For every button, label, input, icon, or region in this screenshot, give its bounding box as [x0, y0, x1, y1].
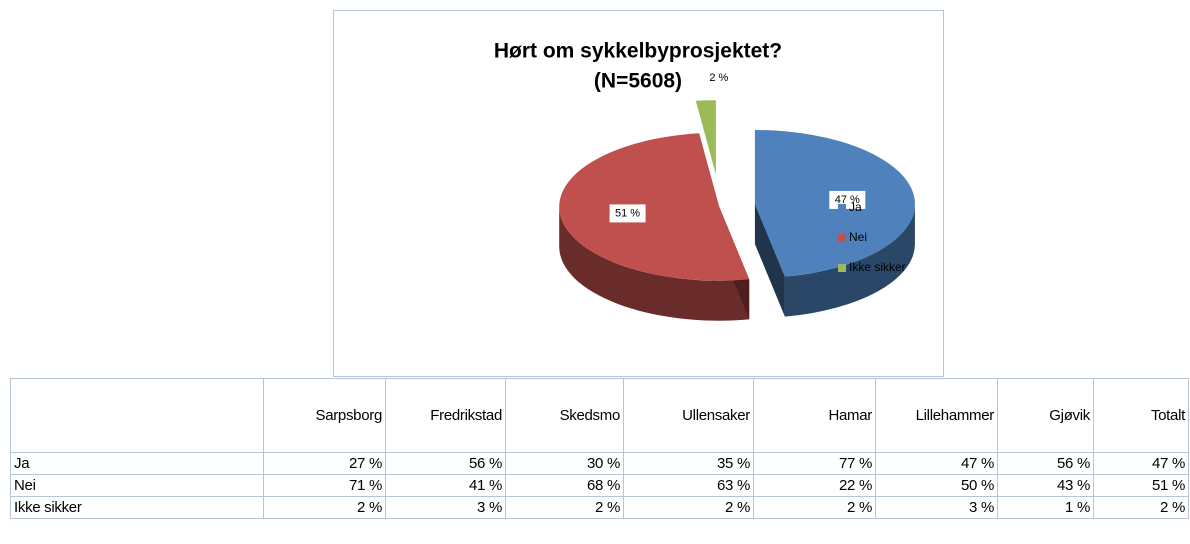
table-cell: Ja [10, 452, 264, 475]
table-cell: 2 % [623, 496, 754, 519]
table-cell: 30 % [505, 452, 624, 475]
chart: Hørt om sykkelbyprosjektet? (N=5608) 47 … [333, 10, 944, 377]
table-cell: 3 % [875, 496, 998, 519]
slice [559, 133, 750, 281]
table-cell: 27 % [263, 452, 386, 475]
legend-swatch [838, 264, 846, 272]
table-cell: 47 % [875, 452, 998, 475]
chart-title: Hørt om sykkelbyprosjektet? [494, 40, 782, 63]
data-label: 47 % [835, 194, 860, 206]
table-cell: 77 % [753, 452, 876, 475]
table-cell: 56 % [997, 452, 1094, 475]
table-cell: Sarpsborg [263, 378, 386, 453]
legend-label: Nei [849, 230, 867, 244]
data-label: 51 % [615, 207, 640, 219]
table-cell: Totalt [1093, 378, 1189, 453]
table-cell: Skedsmo [505, 378, 624, 453]
table-cell: 1 % [997, 496, 1094, 519]
slice [695, 100, 716, 175]
table-cell: 2 % [505, 496, 624, 519]
table-cell: 41 % [385, 474, 506, 497]
table-row: Nei 71 % 41 % 68 % 63 % 22 % 50 % 43 % 51 % [10, 474, 1189, 497]
slice-side [559, 206, 750, 321]
legend-swatch [838, 204, 846, 212]
table-cell: Gjøvik [997, 378, 1094, 453]
table-cell: Nei [10, 474, 264, 497]
table-cell: 2 % [1093, 496, 1189, 519]
table-row: Ja 27 % 56 % 30 % 35 % 77 % 47 % 56 % 47 % [10, 452, 1189, 475]
table-cell: Ikke sikker [10, 496, 264, 519]
table-cell: Hamar [753, 378, 876, 453]
table-cell: 63 % [623, 474, 754, 497]
table-cell: 3 % [385, 496, 506, 519]
legend-swatch [838, 234, 846, 242]
data-label: 2 % [709, 72, 728, 84]
table-cell [10, 378, 264, 453]
table-cell: 47 % [1093, 452, 1189, 475]
table-cell: 56 % [385, 452, 506, 475]
table-header: Sarpsborg Fredrikstad Skedsmo Ullensaker Ham… [10, 378, 1189, 453]
legend-label: Ja [849, 200, 862, 214]
slice-side [784, 203, 915, 317]
data-label-box [609, 204, 646, 223]
table-cell: 50 % [875, 474, 998, 497]
table-cell: 43 % [997, 474, 1094, 497]
table: Sarpsborg Fredrikstad Skedsmo Ullensaker Ham… [10, 378, 1189, 519]
slice-cut [754, 203, 785, 317]
table-row: Ikke sikker 2 % 3 % 2 % 2 % 2 % 3 % 1 % 2 % [10, 496, 1189, 519]
table-cell: Fredrikstad [385, 378, 506, 453]
legend-label: Ikke sikker [849, 260, 906, 274]
table-cell: 35 % [623, 452, 754, 475]
table-cell: Ullensaker [623, 378, 754, 453]
table-cell: Lillehammer [875, 378, 998, 453]
table-cell: 51 % [1093, 474, 1189, 497]
table-cell: 22 % [753, 474, 876, 497]
chart-subtitle: (N=5608) [594, 70, 682, 93]
table-cell: 68 % [505, 474, 624, 497]
table-cell: 71 % [263, 474, 386, 497]
table-cell: 2 % [753, 496, 876, 519]
table-cell: 2 % [263, 496, 386, 519]
